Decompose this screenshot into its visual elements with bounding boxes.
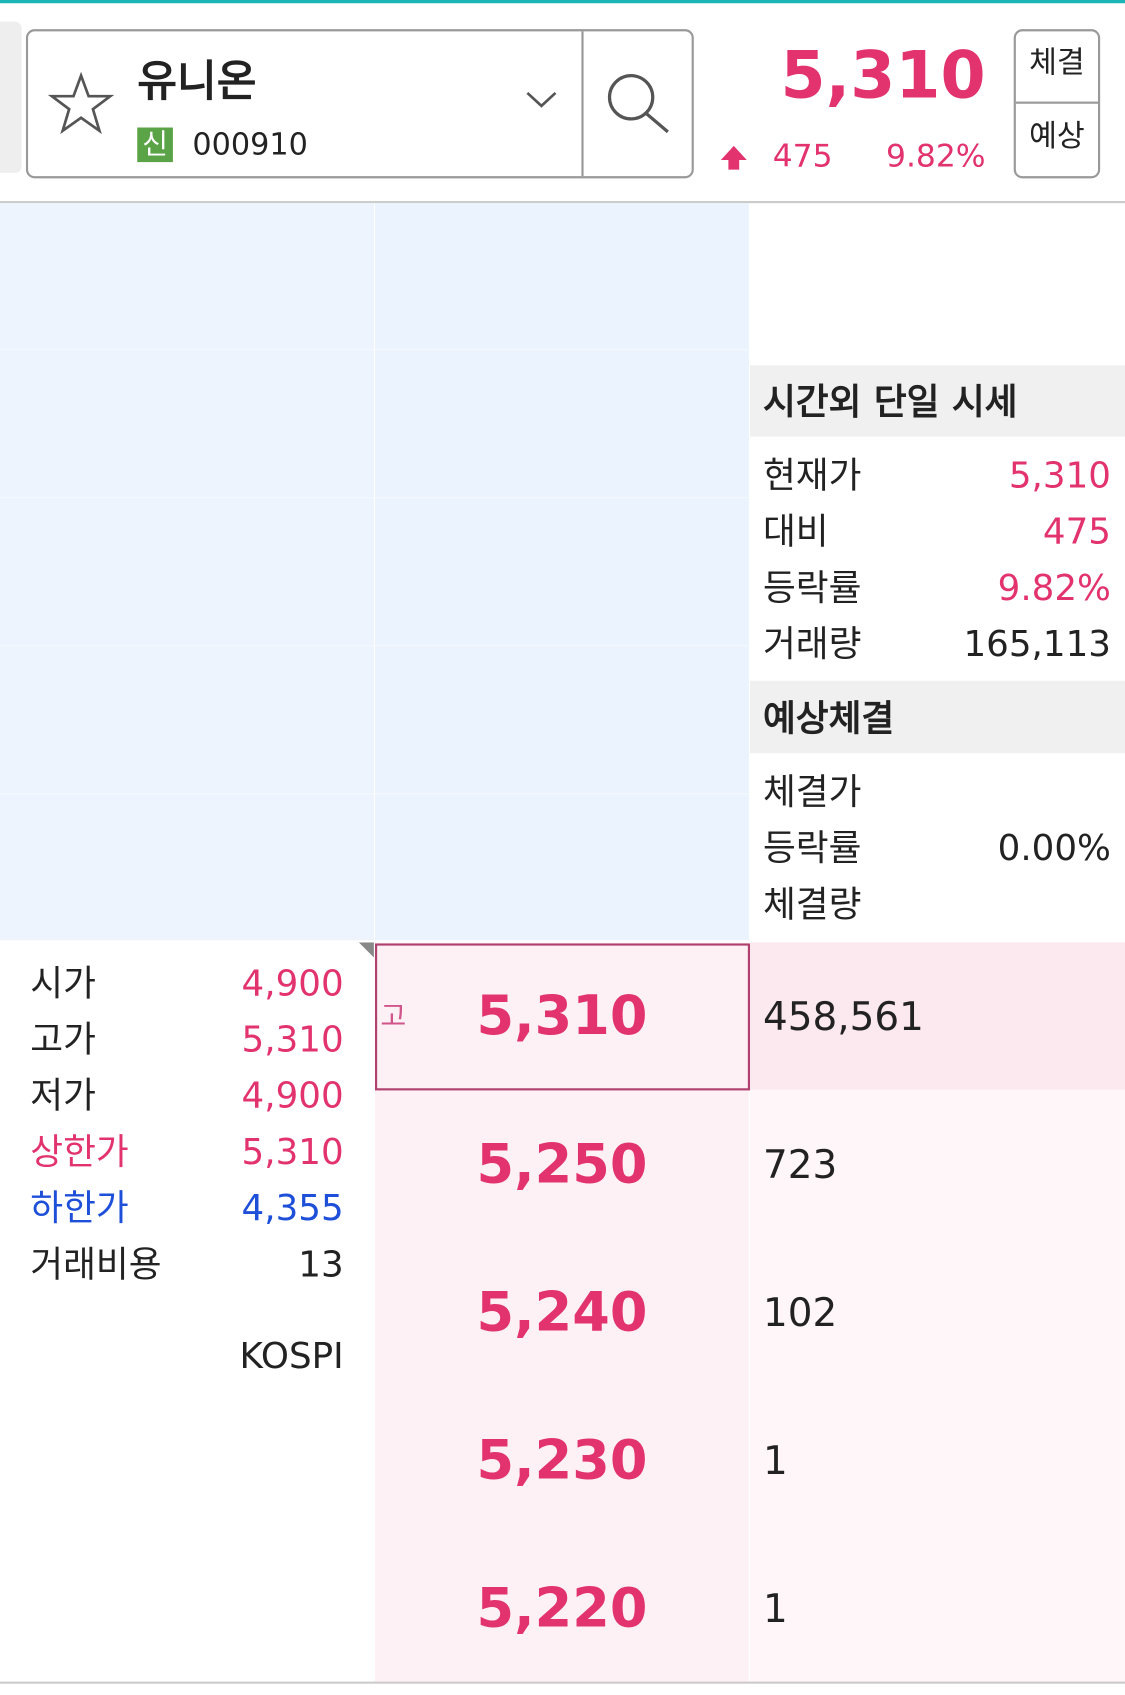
row-line [0, 497, 749, 499]
ask-price-area [375, 203, 749, 941]
bid-price-area [375, 942, 749, 1683]
section-header [750, 365, 1125, 437]
ask-volume-area [0, 203, 374, 941]
section-title: 시간외 단일 시세 [762, 380, 1018, 423]
stat-value: 5,310 [241, 1130, 344, 1173]
stat-value: 4,355 [241, 1186, 344, 1229]
star-icon[interactable] [47, 71, 115, 136]
dropdown-icon[interactable] [525, 89, 557, 111]
search-box[interactable] [25, 29, 694, 179]
bid-volume: 723 [762, 1143, 838, 1188]
row-label: 체결량 [762, 882, 862, 926]
change: 475 [772, 137, 833, 174]
corner-mark [358, 942, 374, 958]
row-line [0, 645, 749, 647]
bid-volume: 458,561 [762, 995, 924, 1040]
stat-label: 시가 [30, 961, 96, 1004]
price: 5,310 [780, 37, 986, 114]
mode-buttons [1013, 29, 1101, 179]
bid-volume: 1 [762, 1439, 788, 1484]
mode-button[interactable]: 예상 [1029, 117, 1085, 154]
current-price-box [375, 943, 751, 1091]
up-arrow [720, 145, 747, 170]
row-label: 체결가 [762, 770, 862, 813]
row-label: 현재가 [762, 453, 862, 497]
divider [581, 31, 584, 177]
bid-price: 5,310 [476, 984, 648, 1048]
stat-label: 거래비용 [30, 1242, 162, 1285]
divider [1015, 101, 1098, 104]
bid-price: 5,250 [476, 1132, 648, 1196]
stat-label: 상한가 [30, 1130, 129, 1173]
high-mark: 고 [380, 1000, 407, 1034]
stock-code: 000910 [192, 126, 308, 163]
row-value: 0.00% [997, 826, 1111, 869]
bid-volume: 102 [762, 1291, 838, 1336]
stat-value: 5,310 [241, 1018, 344, 1061]
stat-label: 고가 [30, 1018, 96, 1061]
row-value: 165,113 [963, 622, 1111, 665]
side-tab[interactable] [0, 21, 22, 173]
market: KOSPI [239, 1334, 344, 1377]
stock-name: 유니온 [137, 57, 257, 107]
row-label: 등락률 [762, 566, 862, 609]
row-value: 475 [1042, 510, 1111, 553]
bottom-border [0, 1681, 1125, 1684]
row-line [0, 793, 749, 795]
row-label: 등락률 [762, 826, 862, 869]
row-value: 5,310 [1008, 453, 1111, 497]
rate: 9.82% [886, 137, 986, 174]
bid-price: 5,240 [476, 1280, 648, 1344]
search-icon[interactable] [603, 67, 674, 138]
row-label: 거래량 [762, 622, 862, 665]
bid-price: 5,220 [476, 1576, 648, 1640]
stat-value: 13 [298, 1242, 344, 1285]
mode-button[interactable]: 체결 [1029, 44, 1085, 80]
header-border [0, 201, 1125, 204]
section-header [750, 680, 1125, 754]
stat-label: 저가 [30, 1074, 96, 1117]
stat-label: 하한가 [30, 1186, 129, 1229]
stat-value: 4,900 [241, 961, 344, 1004]
section-title: 예상체결 [762, 697, 895, 740]
bid-price: 5,230 [476, 1428, 648, 1492]
top-bar [0, 0, 1125, 4]
row-label: 대비 [762, 510, 829, 553]
bid-volume: 1 [762, 1587, 788, 1632]
stat-value: 4,900 [241, 1074, 344, 1117]
bid-highlight [750, 942, 1125, 1090]
row-line [0, 349, 749, 351]
badge: 신 [137, 127, 173, 163]
row-value: 9.82% [997, 566, 1111, 609]
